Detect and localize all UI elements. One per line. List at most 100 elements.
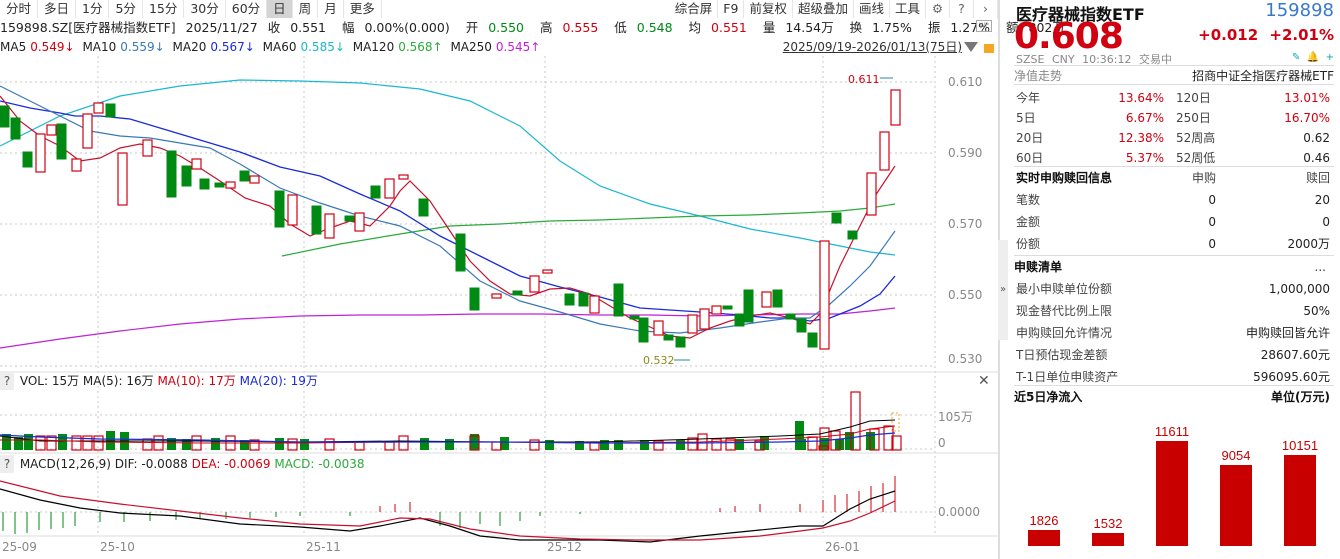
wp-icon[interactable]: WP: [976, 20, 992, 32]
gear-icon[interactable]: ⚙: [926, 0, 950, 18]
row-label: 最小申赎单位份额: [1016, 282, 1113, 296]
row-label: 申购赎回允许情况: [1016, 326, 1113, 340]
tab-multiday[interactable]: 多日: [38, 0, 77, 18]
tab-intraday[interactable]: 分时: [0, 0, 39, 18]
draw-button[interactable]: 画线: [854, 0, 890, 18]
row-label: 份额: [1016, 237, 1041, 251]
row-redeem: 20: [1314, 193, 1330, 207]
tab-5min[interactable]: 5分: [109, 0, 143, 18]
tab-30min[interactable]: 30分: [184, 0, 226, 18]
ma120-label: MA120: [352, 40, 395, 54]
tab-more[interactable]: 更多: [344, 0, 382, 18]
tab-1min[interactable]: 1分: [76, 0, 110, 18]
perf-label: 20日: [1016, 131, 1044, 145]
dropdown-triangle-icon[interactable]: [964, 42, 978, 52]
more-button[interactable]: ...: [1314, 260, 1326, 274]
tab-60min[interactable]: 60分: [226, 0, 268, 18]
tab-15min[interactable]: 15分: [143, 0, 185, 18]
trade-status: 交易中: [1139, 53, 1172, 66]
perf-value: 0.46: [1303, 151, 1330, 165]
help-icon[interactable]: ?: [0, 372, 14, 390]
composite-screen-button[interactable]: 综合屏: [670, 0, 719, 18]
amount-label: 额: [1006, 20, 1019, 35]
f9-button[interactable]: F9: [718, 0, 745, 18]
ma60-value: 0.585↓: [300, 40, 345, 54]
macd-dea: DEA: -0.0069: [191, 457, 271, 471]
low-label: 低: [614, 20, 627, 35]
avg-value: 0.551: [711, 20, 747, 35]
row-buy: 0: [1208, 215, 1216, 229]
section-title: 实时申购赎回信息: [1016, 171, 1113, 185]
list-row: T-1日单位申赎资产 596095.60元: [1014, 366, 1334, 388]
perf-label: 5日: [1016, 111, 1036, 125]
perf-label: 120日: [1176, 91, 1211, 105]
change-abs: +0.012: [1198, 26, 1259, 44]
vol-tick-105w: 105万: [938, 410, 973, 424]
plus-icon[interactable]: +: [1325, 52, 1334, 63]
list-row: T日预估现金差额 28607.60元: [1014, 344, 1334, 366]
section-title: 近5日净流入: [1014, 390, 1083, 404]
quote-actions: ✎ 🔔 +: [1292, 52, 1334, 63]
help-icon[interactable]: ?: [0, 455, 14, 473]
perf-row: 60日 5.37% 52周低 0.46: [1014, 148, 1334, 168]
quote-time: 10:36:12: [1082, 53, 1132, 66]
section-title: 申赎清单: [1014, 260, 1063, 274]
high-value: 0.555: [562, 20, 599, 35]
vol-tick-0: 0: [938, 436, 946, 450]
fund-name: 医疗器械指数ETF: [1016, 5, 1145, 24]
unit-label: 单位(万元): [1271, 390, 1330, 404]
perf-label: 60日: [1016, 151, 1044, 165]
realtime-subscription: 实时申购赎回信息 申购 赎回 笔数 0 20 金额 0 0 份额 0 2000万: [1014, 166, 1334, 255]
edit-icon[interactable]: ✎: [1292, 52, 1301, 63]
last-price: 0.608: [1014, 16, 1124, 57]
inflow-value: 1532: [1094, 516, 1123, 531]
nav-trend-label: 净值走势: [1014, 69, 1063, 83]
performance-table: 今年 13.64% 120日 13.01% 5日 6.67% 250日 16.7…: [1014, 88, 1334, 168]
amplitude-label: 振: [927, 20, 941, 35]
ma20-label: MA20: [172, 40, 207, 54]
overlay-button[interactable]: 超级叠加: [793, 0, 854, 18]
tab-daily[interactable]: 日: [267, 0, 293, 18]
price-tick-0590: 0.590: [948, 146, 983, 160]
tab-weekly[interactable]: 周: [293, 0, 319, 18]
date-range[interactable]: 2025/09/19-2026/01/13(75日): [782, 40, 962, 54]
price-tick-0550: 0.550: [948, 288, 983, 302]
vol-ma20: MA(20): 19万: [239, 374, 318, 388]
ma-legend: MA5 0.549↓ MA10 0.559↓ MA20 0.567↓ MA60 0.58…: [0, 38, 544, 56]
avg-label: 均: [688, 20, 702, 35]
nav-trend-row[interactable]: 净值走势 招商中证全指医疗器械ETF: [1014, 65, 1334, 85]
expand-icon[interactable]: »: [998, 240, 1008, 340]
tab-monthly[interactable]: 月: [318, 0, 344, 18]
adjust-button[interactable]: 前复权: [744, 0, 793, 18]
bell-icon[interactable]: 🔔: [1306, 52, 1320, 63]
row-redeem: 0: [1322, 215, 1330, 229]
row-label: 金额: [1016, 215, 1041, 229]
turnover-label: 换: [849, 20, 863, 35]
list-header: 申赎清单 ...: [1014, 256, 1334, 278]
perf-row: 今年 13.64% 120日 13.01%: [1014, 88, 1334, 108]
change-label: 幅: [341, 20, 355, 35]
x-tick-2509: 25-09: [2, 540, 37, 554]
inflow-value: 1826: [1030, 513, 1059, 528]
realtime-row: 份额 0 2000万: [1014, 233, 1334, 255]
macd-dif: DIF: -0.0088: [114, 457, 188, 471]
inflow-title-row: 近5日净流入 单位(万元): [1014, 386, 1334, 408]
col-subscribe: 申购: [1191, 171, 1216, 185]
symbol: 159898.SZ[医疗器械指数ETF]: [0, 20, 176, 35]
row-value: 28607.60元: [1260, 348, 1330, 362]
perf-row: 5日 6.67% 250日 16.70%: [1014, 108, 1334, 128]
low-value: 0.548: [636, 20, 673, 35]
row-buy: 0: [1208, 193, 1216, 207]
tools-button[interactable]: 工具: [890, 0, 926, 18]
help-icon[interactable]: ?: [950, 0, 974, 18]
perf-value: 6.67%: [1125, 111, 1164, 125]
open-value: 0.550: [488, 20, 524, 35]
change-value: 0.00%(0.000): [364, 20, 450, 35]
low-annotation: 0.532: [643, 354, 675, 367]
close-icon[interactable]: ✕: [978, 373, 990, 389]
unlock-icon[interactable]: [984, 44, 994, 53]
ma120-value: 0.568↑: [398, 40, 443, 54]
chevron-right-icon[interactable]: ›: [974, 0, 998, 18]
x-tick-2510: 25-10: [100, 540, 135, 554]
realtime-header: 实时申购赎回信息 申购 赎回: [1014, 167, 1334, 189]
